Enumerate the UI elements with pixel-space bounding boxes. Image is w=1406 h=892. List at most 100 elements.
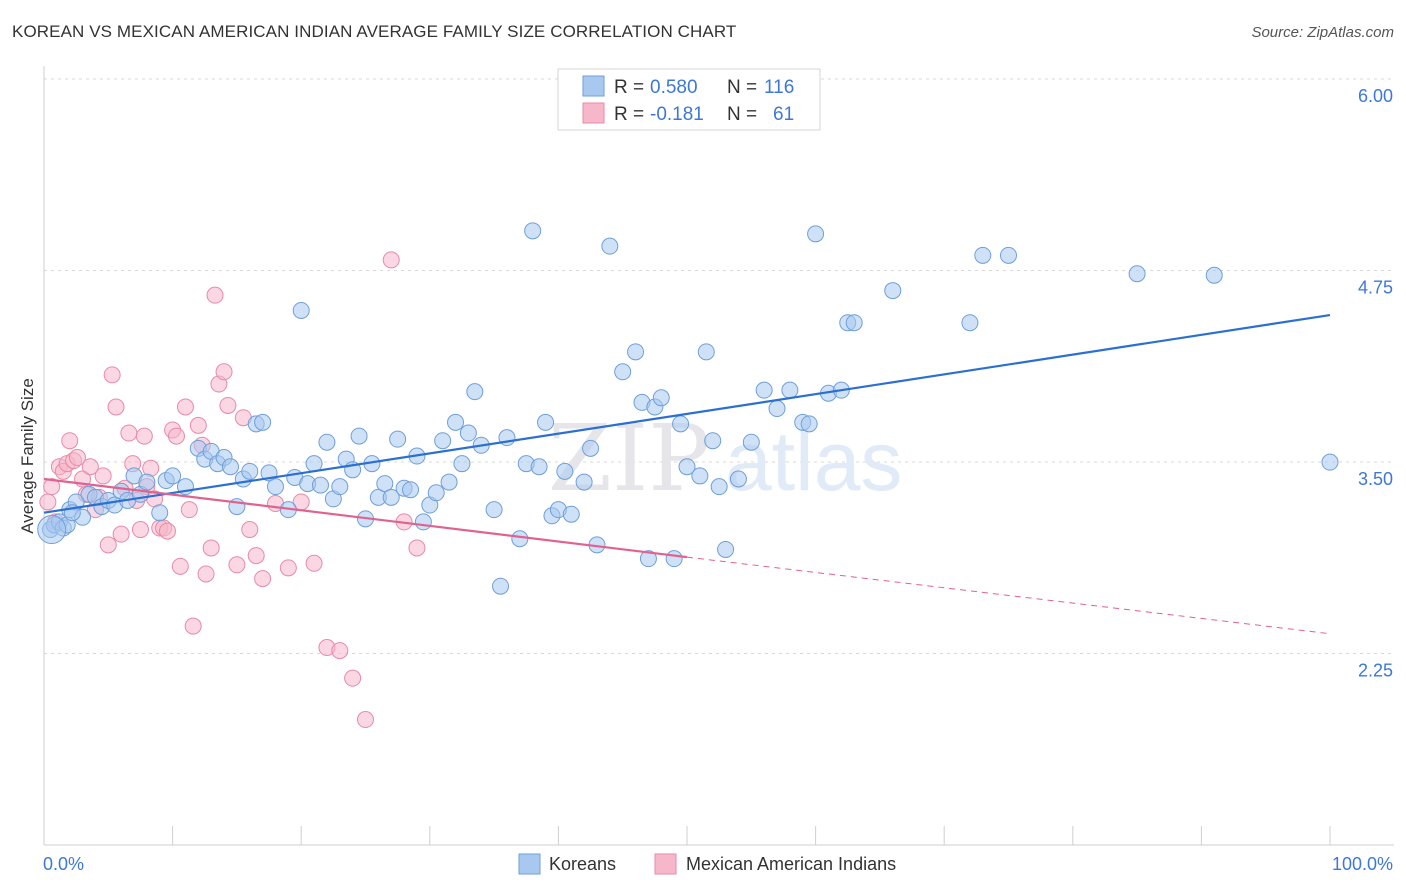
bottom-legend-mexican-swatch [654,853,677,875]
korean-point [742,433,760,451]
x-tick-label-min: 0.0% [43,854,84,874]
bottom-legend-koreans-swatch [518,853,541,875]
korean-point [575,473,593,491]
legend-koreans-r-value: 0.580 [650,77,698,98]
korean-point [311,476,329,494]
x-tick-label-max: 100.0% [1332,854,1393,874]
mexican-point [241,521,259,539]
korean-point [511,530,529,548]
legend-mexican-r-value: -0.181 [650,104,704,125]
korean-point [537,413,555,431]
legend-koreans-n-value: 116 [764,77,794,98]
korean-point [382,488,400,506]
mexican-point [103,366,121,384]
korean-point [376,475,394,493]
y-tick-label: 4.75 [1358,278,1393,298]
mexican-point [331,642,349,660]
korean-point [427,484,445,502]
grid [44,78,1394,654]
mexican-point [112,525,130,543]
y-tick-label: 2.25 [1358,661,1393,681]
mexican-trend-extension [686,556,1331,635]
korean-point [652,389,670,407]
korean-point [755,381,773,399]
mexican-point [135,427,153,445]
mexican-point [180,501,198,519]
mexican-point [344,669,362,687]
mexican-point [68,449,86,467]
legend-koreans-swatch [582,75,605,97]
mexican-point [382,251,400,269]
korean-point [164,467,182,485]
mexican-point [131,521,149,539]
korean-point [492,577,510,595]
korean-point [221,458,239,476]
watermark: ZIP atlas [548,405,902,512]
mexican-point [279,559,297,577]
korean-point [961,314,979,332]
korean-point [466,383,484,401]
korean-point [402,481,420,499]
mexican-point [39,493,57,511]
korean-point [768,400,786,418]
mexican-point [189,416,207,434]
legend-mexican-n-label: N = [727,104,762,125]
y-axis-title: Average Family Size [18,378,37,534]
korean-point [582,439,600,457]
korean-point [524,222,542,240]
korean-point [530,458,548,476]
mexican-point [81,458,99,476]
mexican-trend-line [43,477,688,559]
korean-point [241,462,259,480]
korean-point [292,301,310,319]
korean-point [434,432,452,450]
source-label: Source: ZipAtlas.com [1251,24,1394,41]
axes [43,66,1394,846]
korean-point [318,433,336,451]
mexican-point [202,539,220,557]
mexican-point [305,554,323,572]
trend-lines [43,313,1331,635]
korean-point [447,413,465,431]
mexican-point [408,539,426,557]
mexican-point [247,547,265,565]
mexican-point [61,432,79,450]
korean-point [1321,453,1339,471]
mexican-point [120,424,138,442]
korean-point [266,478,284,496]
korean-point [704,432,722,450]
korean-point [459,424,477,442]
mexican-point [176,398,194,416]
korean-point [800,415,818,433]
korean-point [138,473,156,491]
korean-point [729,470,747,488]
korean-point [1128,265,1146,283]
mexican-point [107,398,125,416]
korean-point [710,478,728,496]
korean-point [717,540,735,558]
legend-bottom: Koreans Mexican American Indians [518,853,896,875]
korean-point [440,473,458,491]
koreans-trend-line [43,313,1331,514]
mexican-point [197,565,215,583]
korean-point [254,413,272,431]
mexican-point [357,711,374,729]
mexican-point [167,427,185,445]
mexican-point [43,478,61,496]
mexican-point [94,467,112,485]
korean-point [678,458,696,476]
series-koreans [37,222,1339,595]
legend-koreans-r-label: R = [614,77,649,98]
korean-point [691,467,709,485]
korean-point [151,504,169,522]
korean-point [781,381,799,399]
korean-point [350,427,368,445]
mexican-point [215,363,233,381]
tick-labels: 2.25 3.50 4.75 6.00 0.0% 100.0% [43,86,1393,874]
mexican-point [158,522,176,540]
mexican-point [219,396,237,414]
y-tick-label: 3.50 [1358,469,1393,489]
korean-point [414,513,432,531]
korean-point [807,225,825,243]
